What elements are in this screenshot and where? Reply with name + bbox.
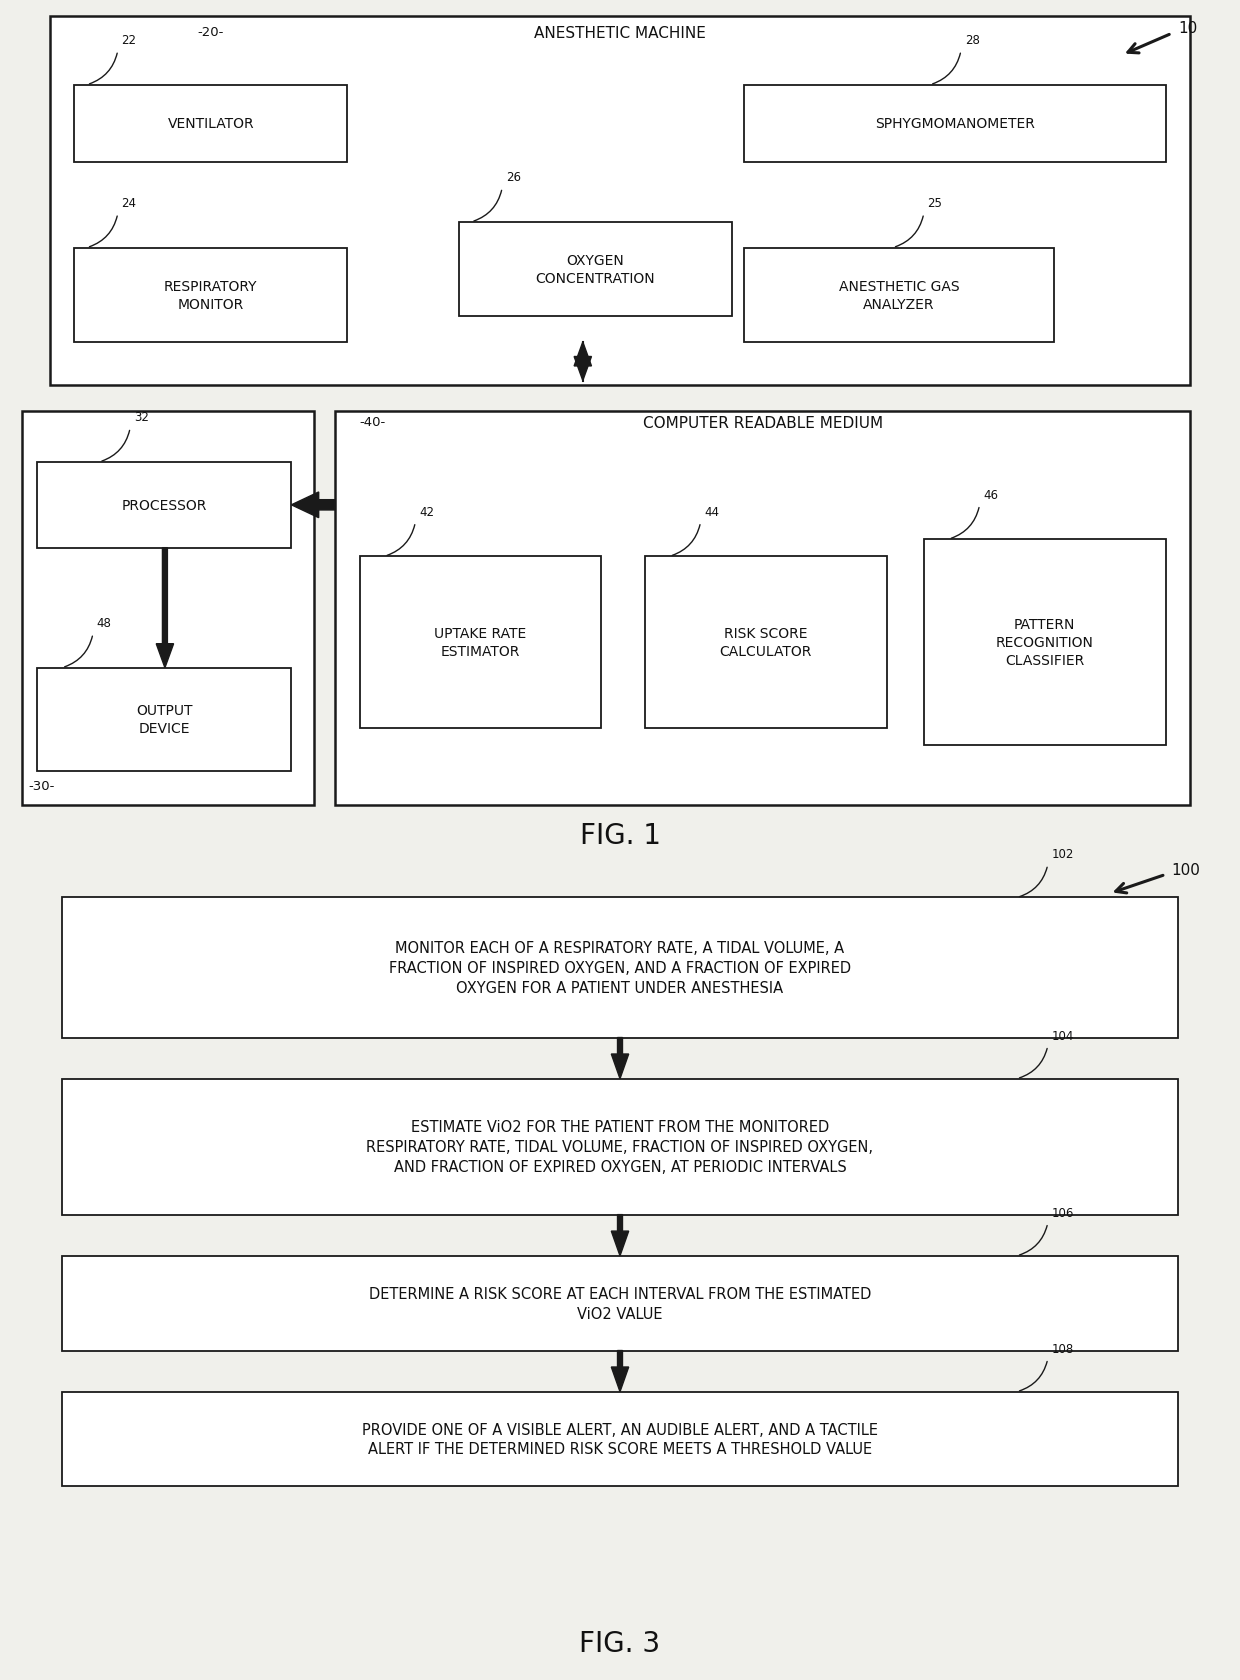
- Text: FIG. 1: FIG. 1: [579, 822, 661, 850]
- FancyBboxPatch shape: [74, 249, 347, 343]
- FancyBboxPatch shape: [62, 1079, 1178, 1215]
- Text: VENTILATOR: VENTILATOR: [167, 118, 254, 131]
- FancyBboxPatch shape: [645, 558, 887, 729]
- FancyBboxPatch shape: [744, 249, 1054, 343]
- FancyBboxPatch shape: [360, 558, 601, 729]
- Text: PATTERN
RECOGNITION
CLASSIFIER: PATTERN RECOGNITION CLASSIFIER: [996, 617, 1094, 669]
- FancyBboxPatch shape: [335, 412, 1190, 805]
- Text: PROCESSOR: PROCESSOR: [122, 499, 207, 512]
- Text: OXYGEN
CONCENTRATION: OXYGEN CONCENTRATION: [536, 254, 655, 286]
- FancyBboxPatch shape: [37, 669, 291, 771]
- Text: 26: 26: [506, 171, 521, 185]
- Text: -30-: -30-: [29, 780, 55, 793]
- Text: -20-: -20-: [197, 25, 224, 39]
- FancyBboxPatch shape: [744, 86, 1166, 163]
- Text: ESTIMATE ViO2 FOR THE PATIENT FROM THE MONITORED
RESPIRATORY RATE, TIDAL VOLUME,: ESTIMATE ViO2 FOR THE PATIENT FROM THE M…: [367, 1119, 873, 1174]
- Text: SPHYGMOMANOMETER: SPHYGMOMANOMETER: [875, 118, 1034, 131]
- Text: 25: 25: [928, 197, 942, 210]
- Text: ANESTHETIC GAS
ANALYZER: ANESTHETIC GAS ANALYZER: [838, 279, 960, 312]
- Text: RISK SCORE
CALCULATOR: RISK SCORE CALCULATOR: [719, 627, 812, 659]
- Text: 48: 48: [97, 617, 112, 630]
- Text: 46: 46: [983, 489, 998, 501]
- FancyArrow shape: [574, 358, 591, 381]
- Text: 42: 42: [419, 506, 434, 519]
- Text: RESPIRATORY
MONITOR: RESPIRATORY MONITOR: [164, 279, 258, 312]
- Text: 100: 100: [1172, 862, 1200, 877]
- FancyArrow shape: [291, 492, 335, 519]
- Text: 32: 32: [134, 412, 149, 423]
- FancyArrow shape: [156, 548, 174, 669]
- FancyArrow shape: [611, 1215, 629, 1257]
- FancyBboxPatch shape: [62, 1257, 1178, 1351]
- FancyArrow shape: [611, 1038, 629, 1079]
- Text: 106: 106: [1052, 1206, 1074, 1220]
- Text: -40-: -40-: [360, 415, 386, 428]
- Text: 102: 102: [1052, 848, 1074, 860]
- FancyBboxPatch shape: [37, 462, 291, 548]
- FancyArrow shape: [611, 1351, 629, 1391]
- FancyBboxPatch shape: [62, 1391, 1178, 1487]
- Text: COMPUTER READABLE MEDIUM: COMPUTER READABLE MEDIUM: [642, 415, 883, 430]
- Text: 22: 22: [122, 34, 136, 47]
- Text: 108: 108: [1052, 1342, 1074, 1354]
- Text: 10: 10: [1178, 20, 1198, 35]
- Text: UPTAKE RATE
ESTIMATOR: UPTAKE RATE ESTIMATOR: [434, 627, 527, 659]
- FancyBboxPatch shape: [924, 539, 1166, 746]
- Text: FIG. 3: FIG. 3: [579, 1630, 661, 1656]
- FancyBboxPatch shape: [459, 223, 732, 318]
- FancyBboxPatch shape: [50, 17, 1190, 386]
- FancyBboxPatch shape: [22, 412, 314, 805]
- FancyArrow shape: [574, 343, 591, 366]
- Text: 28: 28: [965, 34, 980, 47]
- Text: MONITOR EACH OF A RESPIRATORY RATE, A TIDAL VOLUME, A
FRACTION OF INSPIRED OXYGE: MONITOR EACH OF A RESPIRATORY RATE, A TI…: [389, 941, 851, 995]
- Text: 104: 104: [1052, 1030, 1074, 1042]
- Text: DETERMINE A RISK SCORE AT EACH INTERVAL FROM THE ESTIMATED
ViO2 VALUE: DETERMINE A RISK SCORE AT EACH INTERVAL …: [368, 1285, 872, 1320]
- FancyBboxPatch shape: [62, 897, 1178, 1038]
- Text: 44: 44: [704, 506, 719, 519]
- Text: 24: 24: [122, 197, 136, 210]
- Text: ANESTHETIC MACHINE: ANESTHETIC MACHINE: [534, 25, 706, 40]
- Text: OUTPUT
DEVICE: OUTPUT DEVICE: [136, 704, 192, 736]
- Text: PROVIDE ONE OF A VISIBLE ALERT, AN AUDIBLE ALERT, AND A TACTILE
ALERT IF THE DET: PROVIDE ONE OF A VISIBLE ALERT, AN AUDIB…: [362, 1421, 878, 1457]
- FancyBboxPatch shape: [74, 86, 347, 163]
